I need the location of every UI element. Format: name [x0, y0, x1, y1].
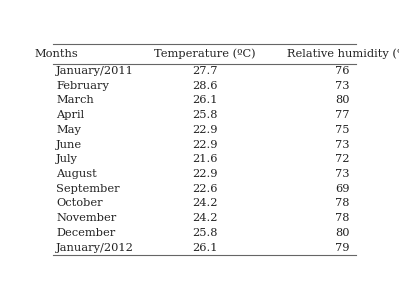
Text: Relative humidity (%): Relative humidity (%) — [287, 48, 399, 59]
Text: April: April — [56, 110, 84, 120]
Text: November: November — [56, 213, 117, 223]
Text: 79: 79 — [335, 243, 350, 253]
Text: 21.6: 21.6 — [192, 154, 217, 164]
Text: January/2011: January/2011 — [56, 66, 134, 76]
Text: 25.8: 25.8 — [192, 228, 217, 238]
Text: 24.2: 24.2 — [192, 199, 217, 208]
Text: 76: 76 — [335, 66, 350, 76]
Text: 26.1: 26.1 — [192, 243, 217, 253]
Text: 78: 78 — [335, 213, 350, 223]
Text: October: October — [56, 199, 103, 208]
Text: 75: 75 — [335, 125, 350, 135]
Text: August: August — [56, 169, 97, 179]
Text: 22.9: 22.9 — [192, 125, 217, 135]
Text: July: July — [56, 154, 78, 164]
Text: 72: 72 — [335, 154, 350, 164]
Text: February: February — [56, 81, 109, 91]
Text: 77: 77 — [335, 110, 350, 120]
Text: 22.6: 22.6 — [192, 184, 217, 194]
Text: September: September — [56, 184, 120, 194]
Text: 80: 80 — [335, 95, 350, 105]
Text: 26.1: 26.1 — [192, 95, 217, 105]
Text: 25.8: 25.8 — [192, 110, 217, 120]
Text: June: June — [56, 140, 82, 150]
Text: Temperature (ºC): Temperature (ºC) — [154, 48, 255, 59]
Text: December: December — [56, 228, 115, 238]
Text: May: May — [56, 125, 81, 135]
Text: 24.2: 24.2 — [192, 213, 217, 223]
Text: Months: Months — [34, 49, 78, 59]
Text: 69: 69 — [335, 184, 350, 194]
Text: March: March — [56, 95, 94, 105]
Text: 80: 80 — [335, 228, 350, 238]
Text: 28.6: 28.6 — [192, 81, 217, 91]
Text: 22.9: 22.9 — [192, 140, 217, 150]
Text: 73: 73 — [335, 81, 350, 91]
Text: 78: 78 — [335, 199, 350, 208]
Text: January/2012: January/2012 — [56, 243, 134, 253]
Text: 22.9: 22.9 — [192, 169, 217, 179]
Text: 27.7: 27.7 — [192, 66, 217, 76]
Text: 73: 73 — [335, 169, 350, 179]
Text: 73: 73 — [335, 140, 350, 150]
